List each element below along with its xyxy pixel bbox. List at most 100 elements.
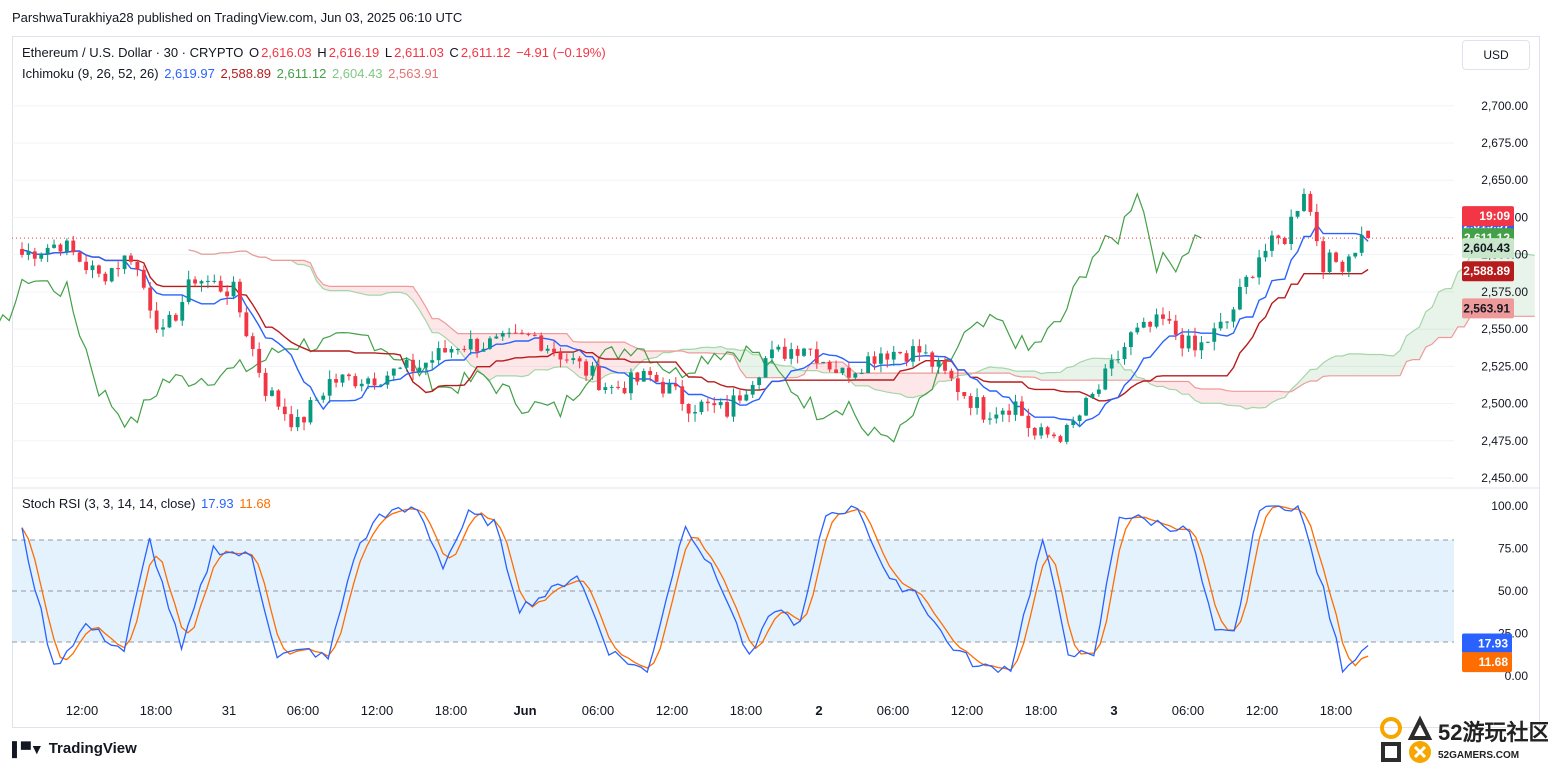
cloud-segment [1368, 354, 1375, 376]
symbol-title: Ethereum / U.S. Dollar · 30 · CRYPTO [22, 45, 244, 60]
candle-body [782, 346, 787, 359]
cloud-segment [925, 373, 933, 395]
cloud-segment [938, 373, 946, 382]
candle-body [1122, 347, 1127, 360]
cloud-segment [784, 365, 792, 378]
stoch-tick-label: 75.00 [1498, 542, 1528, 556]
ichimoku-span-b-value: 2,563.91 [388, 66, 439, 81]
cloud-segment [1425, 307, 1433, 348]
candle-body [449, 348, 454, 353]
candle-body [885, 353, 890, 360]
candle-body [1231, 309, 1236, 322]
candle-body [423, 362, 428, 368]
time-tick-label: 12:00 [1246, 703, 1279, 718]
candle-body [1263, 250, 1268, 258]
candle-body [699, 401, 704, 412]
candle-body [20, 248, 24, 255]
ichimoku-lagging-value: 2,611.12 [276, 66, 327, 81]
candle-body [827, 361, 832, 370]
cloud-segment [502, 333, 510, 376]
candle-body [853, 373, 858, 378]
price-tick-label: 2,700.00 [1481, 99, 1528, 113]
cloud-segment [816, 363, 824, 373]
price-label-text: 2,604.43 [1463, 241, 1510, 255]
cloud-segment [438, 318, 446, 338]
candle-body [1154, 314, 1159, 327]
candle-body [1321, 241, 1326, 273]
candle-body [436, 348, 441, 361]
candle-body [1314, 211, 1319, 242]
price-label-box [1462, 298, 1514, 319]
candle-body [1135, 327, 1140, 333]
cloud-segment [1041, 372, 1048, 381]
candle-body [859, 373, 864, 375]
candle-body [193, 279, 197, 284]
candle-body [443, 348, 447, 353]
candle-body [609, 386, 614, 388]
stoch-d-value: 11.68 [239, 496, 271, 511]
cloud-segment [874, 373, 881, 391]
cloud-segment [336, 286, 343, 291]
time-tick-label: 06:00 [582, 703, 615, 718]
cloud-segment [983, 366, 990, 374]
time-tick-label: 06:00 [1172, 703, 1205, 718]
candle-body [455, 348, 460, 350]
time-tick-label: 06:00 [877, 703, 910, 718]
cloud-segment [1259, 391, 1266, 408]
stoch-tick-label: 50.00 [1498, 584, 1528, 598]
currency-button[interactable]: USD [1462, 40, 1530, 70]
candle-body [1340, 261, 1345, 272]
cloud-segment [1207, 388, 1215, 404]
cloud-segment [1528, 254, 1535, 317]
stoch-label-text: 11.68 [1479, 655, 1509, 669]
tradingview-logo[interactable]: ▌▀▼ TradingView [12, 740, 137, 757]
candle-body [84, 261, 89, 271]
candle-body [789, 349, 794, 359]
stoch-legend[interactable]: Stoch RSI (3, 3, 14, 14, close) 17.93 11… [22, 496, 273, 511]
candle-body [507, 332, 512, 334]
time-tick-label: 18:00 [1025, 703, 1058, 718]
cloud-segment [1316, 362, 1324, 381]
price-label-box [1462, 238, 1514, 259]
cloud-segment [1086, 358, 1093, 381]
price-tick-label: 2,500.00 [1481, 397, 1528, 411]
cloud-segment [445, 323, 452, 343]
candle-body [917, 346, 922, 353]
candle-body [96, 265, 101, 274]
candle-body [981, 397, 986, 420]
candle-body [584, 361, 588, 376]
candle-body [270, 390, 274, 396]
time-tick-label: 18:00 [435, 703, 468, 718]
candle-body [1090, 393, 1095, 399]
candle-body [1052, 434, 1056, 437]
candle-body [32, 251, 37, 259]
cloud-segment [304, 260, 311, 268]
time-tick-label: 2 [815, 703, 822, 718]
candle-body [372, 378, 377, 386]
cloud-segment [1246, 391, 1253, 410]
candle-body [1359, 235, 1364, 253]
candle-body [1096, 389, 1101, 394]
cloud-segment [906, 373, 913, 398]
cloud-segment [355, 286, 362, 294]
cloud-segment [989, 366, 997, 374]
candle-body [161, 327, 165, 330]
cloud-segment [1060, 367, 1067, 381]
cloud-segment [361, 286, 369, 296]
candle-body [795, 349, 800, 356]
candle-body [629, 372, 633, 394]
stoch-tick-label: 100.00 [1491, 499, 1528, 513]
symbol-legend[interactable]: Ethereum / U.S. Dollar · 30 · CRYPTO O 2,… [22, 45, 608, 60]
cloud-segment [1521, 253, 1529, 317]
conversion-line [21, 223, 1369, 428]
ichimoku-legend[interactable]: Ichimoku (9, 26, 52, 26) 2,619.97 2,588.… [22, 66, 441, 81]
candle-body [520, 332, 524, 334]
candle-body [1205, 341, 1210, 343]
candle-body [417, 367, 422, 372]
candle-body [167, 314, 172, 328]
cloud-segment [1073, 362, 1080, 381]
candle-body [898, 351, 903, 354]
candle-body [218, 280, 223, 292]
price-label-box [1462, 206, 1514, 227]
